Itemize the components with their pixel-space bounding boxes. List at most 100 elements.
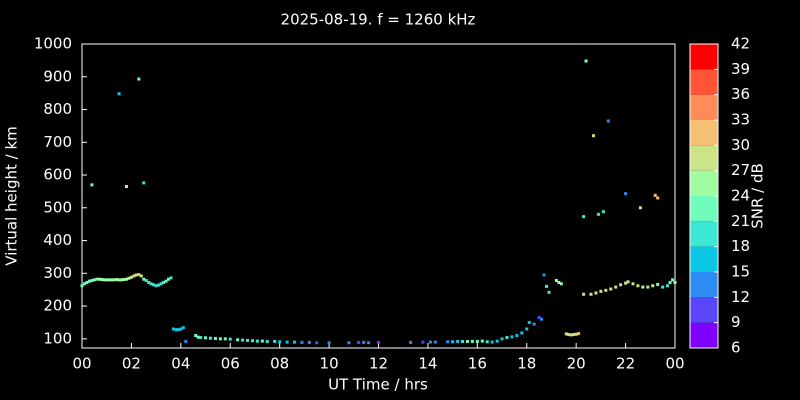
data-point	[646, 285, 650, 289]
data-point	[246, 338, 250, 342]
data-point	[278, 340, 282, 344]
data-point	[174, 328, 178, 332]
colorbar-segment	[690, 297, 718, 323]
data-point	[164, 279, 168, 283]
x-tick-label: 02	[122, 355, 141, 373]
data-point	[120, 278, 124, 282]
data-point	[584, 59, 588, 63]
colorbar-tick-label: 15	[731, 263, 750, 281]
colorbar-tick-label: 42	[731, 35, 750, 53]
data-point	[199, 336, 203, 340]
colorbar-tick-label: 30	[731, 136, 750, 154]
data-point	[92, 278, 96, 282]
y-tick-label: 100	[43, 329, 72, 347]
data-point	[95, 277, 99, 281]
data-point	[614, 285, 618, 289]
data-point	[596, 212, 600, 216]
data-point	[362, 340, 366, 344]
x-tick-label: 12	[369, 355, 388, 373]
data-point	[545, 284, 549, 288]
x-tick-label: 10	[320, 355, 339, 373]
data-point	[124, 277, 128, 281]
colorbar-tick-label: 39	[731, 60, 750, 78]
data-point	[250, 339, 254, 343]
data-point	[139, 274, 143, 278]
y-tick-label: 300	[43, 264, 72, 282]
data-point	[599, 289, 603, 293]
data-point	[228, 337, 232, 341]
data-point	[169, 276, 173, 280]
data-point	[127, 276, 131, 280]
data-point	[557, 280, 561, 284]
data-point	[594, 291, 598, 295]
data-point	[520, 331, 524, 335]
data-point	[137, 77, 141, 81]
data-point	[162, 280, 166, 284]
data-point	[112, 278, 116, 282]
colorbar-segment	[690, 94, 718, 120]
data-point	[292, 340, 296, 344]
data-point	[82, 282, 86, 286]
data-point	[636, 284, 640, 288]
chart-title: 2025-08-19. f = 1260 kHz	[281, 11, 476, 29]
data-point	[624, 192, 628, 196]
data-point	[666, 284, 670, 288]
data-point	[142, 181, 146, 185]
data-point	[638, 206, 642, 210]
data-point	[134, 273, 138, 277]
data-point	[537, 316, 541, 320]
colorbar-segment	[690, 272, 718, 298]
colorbar-segment	[690, 69, 718, 95]
data-point	[668, 280, 672, 284]
y-tick-label: 200	[43, 297, 72, 315]
data-point	[181, 326, 185, 330]
data-point	[137, 273, 141, 277]
data-point	[223, 337, 227, 341]
data-point	[115, 278, 119, 282]
data-point	[154, 284, 158, 288]
data-point	[117, 278, 121, 282]
data-point	[532, 322, 536, 326]
data-point	[554, 279, 558, 283]
data-point	[196, 335, 200, 339]
data-point	[273, 339, 277, 343]
data-point	[166, 277, 170, 281]
x-tick-label: 16	[468, 355, 487, 373]
data-point	[307, 340, 311, 344]
data-point	[218, 337, 222, 341]
data-point	[117, 92, 121, 96]
x-tick-label: 00	[72, 355, 91, 373]
colorbar-segment	[690, 221, 718, 247]
data-point	[470, 339, 474, 343]
data-point	[152, 283, 156, 287]
data-point	[446, 340, 450, 344]
data-point	[300, 340, 304, 344]
data-point	[604, 288, 608, 292]
y-tick-label: 600	[43, 166, 72, 184]
colorbar-tick-label: 27	[731, 161, 750, 179]
data-point	[624, 281, 628, 285]
data-point	[149, 282, 153, 286]
data-point	[208, 336, 212, 340]
data-point	[559, 282, 563, 286]
data-point	[500, 337, 504, 341]
data-point	[105, 278, 109, 282]
y-tick-label: 400	[43, 231, 72, 249]
data-point	[609, 287, 613, 291]
data-point	[673, 280, 677, 284]
x-axis-label: UT Time / hrs	[328, 376, 428, 394]
data-point	[171, 327, 175, 331]
colorbar-tick-label: 36	[731, 85, 750, 103]
data-point	[525, 327, 529, 331]
data-point	[110, 278, 114, 282]
colorbar-segment	[690, 246, 718, 272]
data-point	[495, 339, 499, 343]
data-point	[184, 339, 188, 343]
colorbar-tick-label: 6	[731, 339, 741, 357]
colorbar-segment	[690, 145, 718, 171]
data-point	[626, 280, 630, 284]
x-tick-label: 22	[616, 355, 635, 373]
y-tick-label: 800	[43, 100, 72, 118]
data-point	[204, 336, 208, 340]
data-point	[569, 333, 573, 337]
